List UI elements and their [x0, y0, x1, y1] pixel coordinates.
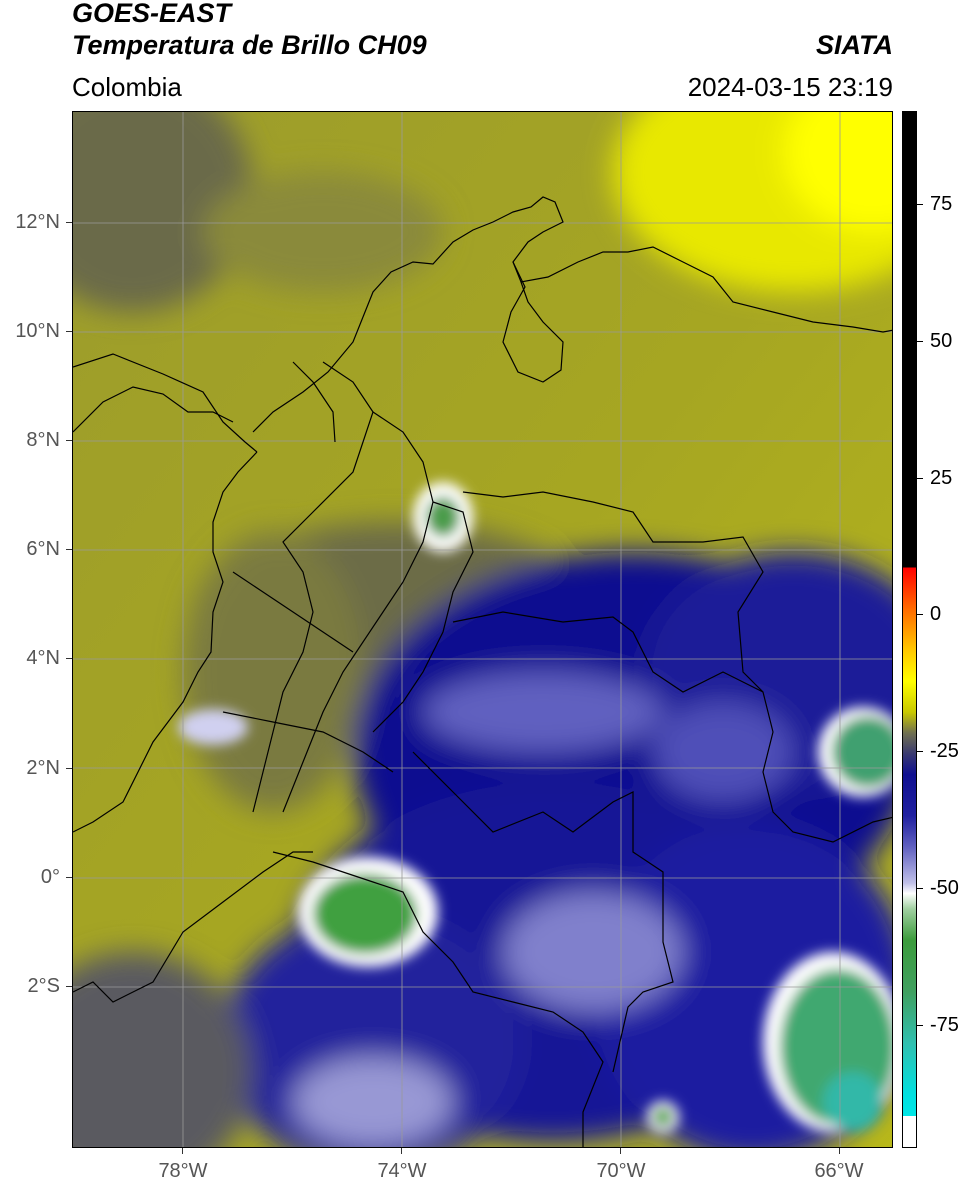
colorbar-label-minus25: -25	[930, 740, 959, 762]
product-title: Temperatura de Brillo CH09	[72, 30, 427, 60]
colorbar-label-25: 25	[930, 467, 953, 489]
lon-label-66w: 66°W	[814, 1160, 864, 1182]
borders	[73, 196, 892, 1147]
lon-label-78w: 78°W	[158, 1160, 208, 1182]
lat-label-10n: 10°N	[15, 320, 60, 342]
satellite-title: GOES-EAST	[72, 0, 232, 28]
colorbar-tick	[917, 751, 923, 752]
lat-label-0: 0°	[40, 866, 60, 888]
lat-tick	[66, 658, 72, 659]
region-label: Colombia	[72, 72, 182, 102]
colorbar	[902, 111, 917, 1148]
lat-label-8n: 8°N	[26, 429, 60, 451]
timestamp-label: 2024-03-15 23:19	[687, 72, 893, 102]
lat-tick	[66, 877, 72, 878]
lat-label-6n: 6°N	[26, 538, 60, 560]
lat-label-2s: 2°S	[27, 975, 60, 997]
lon-label-70w: 70°W	[596, 1160, 646, 1182]
satellite-map[interactable]	[72, 111, 893, 1148]
lon-tick	[839, 1148, 840, 1154]
lat-label-4n: 4°N	[26, 647, 60, 669]
colorbar-tick	[917, 888, 923, 889]
lat-tick	[66, 549, 72, 550]
colorbar-tick	[917, 341, 923, 342]
lat-label-12n: 12°N	[15, 211, 60, 233]
lat-tick	[66, 222, 72, 223]
colorbar-tick	[917, 1025, 923, 1026]
colorbar-label-minus75: -75	[930, 1014, 959, 1036]
lon-label-74w: 74°W	[377, 1160, 427, 1182]
lon-tick	[401, 1148, 402, 1154]
colorbar-label-50: 50	[930, 330, 953, 352]
colorbar-tick	[917, 478, 923, 479]
lat-label-2n: 2°N	[26, 757, 60, 779]
lat-tick	[66, 768, 72, 769]
organization-label: SIATA	[816, 30, 893, 60]
lat-tick	[66, 986, 72, 987]
colorbar-label-0: 0	[930, 603, 942, 625]
colorbar-tick	[917, 204, 923, 205]
lat-tick	[66, 440, 72, 441]
lat-tick	[66, 331, 72, 332]
lon-tick	[620, 1148, 621, 1154]
graticule	[73, 112, 892, 1147]
lon-tick	[182, 1148, 183, 1154]
colorbar-label-minus50: -50	[930, 877, 959, 899]
colorbar-tick	[917, 614, 923, 615]
brightness-temperature-image	[73, 112, 892, 1147]
colorbar-label-75: 75	[930, 193, 953, 215]
